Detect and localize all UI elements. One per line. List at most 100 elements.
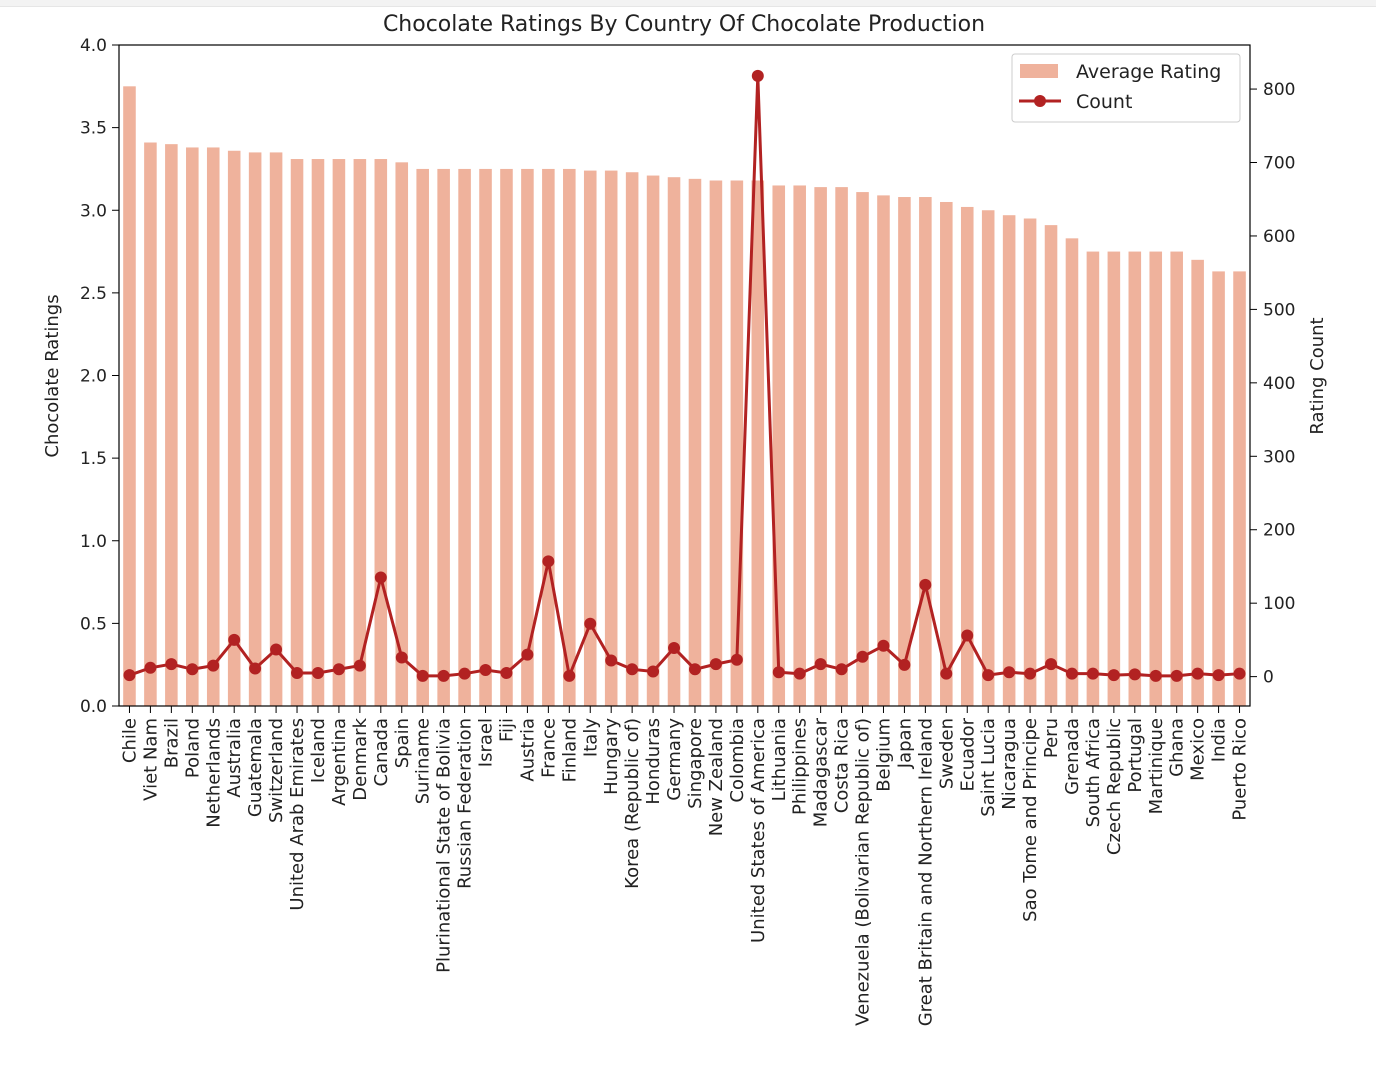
legend-bar-label: Average Rating [1076, 61, 1221, 83]
bar [667, 177, 681, 706]
count-point [1170, 669, 1183, 682]
y2-axis-label: Rating Count [1307, 317, 1328, 434]
count-point [814, 658, 827, 671]
x-tick-label: Suriname [413, 718, 434, 804]
count-point [228, 633, 241, 646]
count-point [982, 669, 995, 682]
legend-line-label: Count [1076, 91, 1132, 113]
count-point [772, 666, 785, 679]
x-tick-label: Venezuela (Bolivarian Republic of) [853, 718, 874, 1026]
y2-tick-label: 700 [1263, 154, 1295, 174]
bar [1107, 251, 1121, 706]
count-point [353, 659, 366, 672]
count-point [835, 663, 848, 676]
x-tick-label: Israel [476, 718, 497, 767]
count-point [521, 648, 534, 661]
x-tick-label: Denmark [350, 717, 371, 800]
bar-series [123, 86, 1246, 707]
count-point [898, 658, 911, 671]
bar [395, 162, 409, 706]
x-tick-label: India [1209, 718, 1230, 762]
legend-bar-swatch [1020, 64, 1058, 78]
count-point [270, 643, 283, 656]
bar [877, 195, 890, 706]
bar [1212, 271, 1225, 706]
y2-tick-label: 100 [1263, 594, 1295, 614]
bar [353, 159, 367, 706]
count-point [542, 555, 555, 568]
x-tick-label: United States of America [748, 718, 769, 943]
bar [688, 178, 702, 707]
bar [1233, 271, 1246, 706]
x-tick-label: Costa Rica [832, 718, 853, 813]
bar [332, 159, 346, 706]
x-tick-label: Australia [224, 718, 245, 798]
count-point [311, 666, 324, 679]
bar [458, 168, 471, 706]
bar [1170, 251, 1183, 706]
x-tick-label: Puerto Rico [1230, 718, 1251, 821]
count-point [1212, 669, 1225, 682]
x-tick-label: Italy [580, 718, 601, 757]
count-point [1086, 667, 1099, 680]
x-tick-label: United Arab Emirates [287, 718, 308, 911]
bar [793, 185, 806, 706]
count-point [793, 667, 806, 680]
x-tick-label: Canada [371, 718, 392, 787]
x-tick-label: Poland [182, 718, 203, 778]
x-tick-label: Chile [119, 718, 140, 763]
x-tick-label: Switzerland [266, 718, 287, 823]
x-tick-label: New Zealand [706, 718, 727, 836]
count-point [249, 662, 262, 675]
count-point [186, 663, 199, 676]
x-tick-label: Plurinational State of Bolivia [434, 718, 455, 973]
x-tick-label: South Africa [1083, 718, 1104, 827]
legend-line-marker [1034, 95, 1046, 107]
plot-frame [118, 44, 1251, 707]
bar [437, 168, 450, 706]
y-tick-label: 1.0 [80, 532, 107, 552]
bar [521, 168, 534, 706]
x-tick-label: France [538, 718, 559, 778]
x-tick-label: Lithuania [769, 718, 790, 801]
bar [981, 210, 995, 706]
y-tick-label: 2.0 [80, 367, 107, 387]
bar [206, 147, 220, 706]
bar [311, 159, 325, 706]
count-point [688, 663, 701, 676]
bar [1191, 259, 1204, 706]
x-tick-label: Madagascar [811, 717, 832, 827]
count-point [1045, 658, 1058, 671]
count-point [1233, 667, 1246, 680]
count-point [919, 578, 932, 591]
bar [1149, 251, 1163, 706]
x-tick-label: Belgium [873, 718, 894, 792]
bar [374, 159, 388, 706]
bar [940, 201, 953, 707]
bar [1023, 218, 1037, 706]
axes: 0.0 0.5 1.0 1.5 2.0 2.5 3.0 3.5 4.0 0 100 200 300 400… [80, 36, 1296, 1026]
x-tick-label: Guatemala [245, 718, 266, 817]
x-tick-label: Korea (Republic of) [622, 718, 643, 889]
count-point [626, 663, 639, 676]
bar [1065, 238, 1079, 706]
count-point [584, 617, 597, 630]
x-tick-label: Russian Federation [455, 718, 476, 889]
x-tick-label: Viet Nam [140, 718, 161, 801]
bar [1044, 225, 1058, 706]
x-tick-label: Sao Tome and Principe [1020, 718, 1041, 922]
count-point [1149, 669, 1162, 682]
bar [856, 192, 869, 706]
x-tick-label: Brazil [161, 718, 182, 768]
bar [563, 168, 576, 706]
count-point [165, 658, 178, 671]
count-point [877, 639, 890, 652]
count-point [1128, 668, 1141, 681]
bar [1002, 215, 1016, 706]
bar [248, 152, 262, 707]
count-point [856, 650, 869, 663]
bar [625, 172, 639, 706]
count-point [1024, 667, 1037, 680]
bar [416, 168, 429, 706]
x-tick-label: Iceland [308, 718, 329, 783]
